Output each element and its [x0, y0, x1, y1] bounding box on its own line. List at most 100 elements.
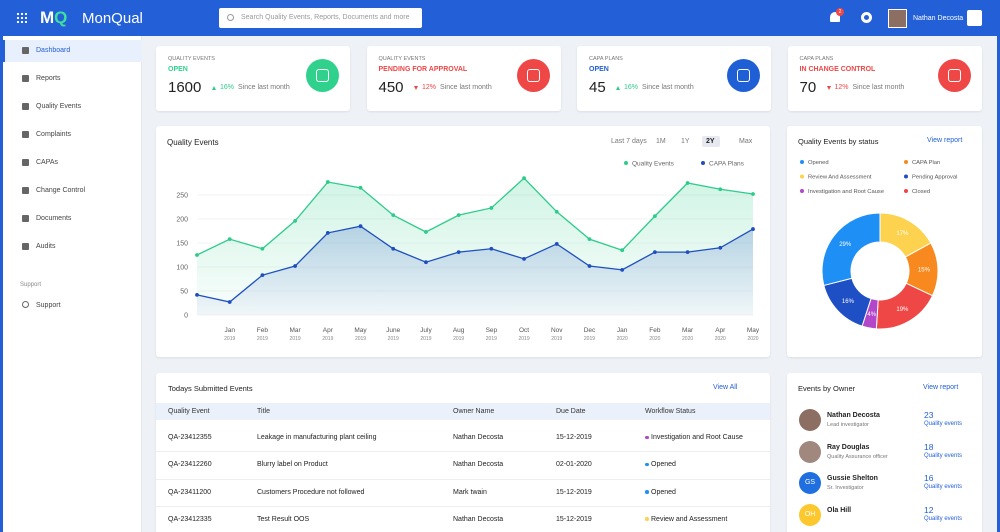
x-tick-label: July — [420, 327, 432, 334]
point — [358, 185, 363, 190]
nav-icon[interactable] — [22, 159, 29, 166]
owner-name: Nathan Decosta — [827, 412, 880, 419]
nav-icon[interactable] — [22, 301, 29, 308]
x-tick-year: 2019 — [453, 336, 464, 342]
owner-role: Quality Assurance officer — [827, 453, 888, 460]
cell: Test Result OOS — [257, 515, 310, 523]
slice-label: 29% — [839, 242, 852, 248]
settings[interactable] — [861, 12, 872, 23]
area — [197, 226, 753, 315]
nav-item[interactable]: Reports — [36, 75, 61, 82]
x-tick-year: 2019 — [420, 336, 431, 342]
cell: QA-23412355 — [168, 434, 212, 441]
point — [227, 237, 232, 242]
apps-icon[interactable] — [16, 12, 27, 23]
user-menu[interactable] — [967, 10, 982, 26]
owner-count: 16 — [924, 473, 934, 483]
owner-avatar — [799, 440, 821, 463]
x-tick-label: May — [747, 327, 760, 334]
y-tick-label: 50 — [180, 289, 188, 296]
user-name[interactable]: Nathan Decosta — [913, 15, 964, 22]
kpi-value: 45 — [589, 79, 606, 96]
nav-icon[interactable] — [22, 103, 29, 110]
nav-icon[interactable] — [22, 243, 29, 250]
status-dot — [645, 462, 649, 467]
nav-item[interactable]: Audits — [36, 243, 56, 250]
nav-item[interactable]: Change Control — [36, 187, 86, 194]
nav-icon[interactable] — [22, 187, 29, 194]
point — [260, 273, 265, 278]
point — [587, 237, 592, 242]
slice-label: 4% — [867, 312, 876, 318]
point — [685, 181, 690, 185]
view-report-link[interactable]: View report — [927, 137, 963, 144]
view-all-link[interactable]: View All — [713, 384, 738, 391]
point — [424, 230, 428, 234]
owner-role: Lead investigator — [827, 422, 869, 428]
range-button[interactable]: 2Y — [706, 138, 715, 145]
owner-name: Ray Douglas — [827, 443, 870, 451]
nav-item[interactable]: Complaints — [36, 131, 72, 138]
range-button[interactable]: 1Y — [681, 138, 690, 145]
nav-icon[interactable] — [22, 215, 29, 222]
point — [751, 192, 755, 196]
point — [620, 248, 625, 253]
column-header: Workflow Status — [645, 408, 696, 415]
legend-swatch — [904, 160, 908, 164]
owner-count: 18 — [924, 441, 934, 452]
kpi-status: OPEN — [168, 66, 188, 73]
nav-item[interactable]: CAPAs — [36, 159, 59, 166]
slice-label: 19% — [896, 307, 909, 313]
x-tick-label: Sep — [486, 327, 498, 334]
nav-section[interactable]: Support — [20, 282, 42, 288]
nav-icon[interactable] — [22, 47, 29, 54]
point — [652, 250, 657, 255]
notification-badge: 2 — [836, 8, 844, 16]
cell: QA-23412260 — [168, 461, 212, 469]
owner-unit: Quality events — [924, 452, 963, 459]
kpi-glyph — [526, 69, 540, 82]
nav-item[interactable]: Dashboard — [36, 47, 71, 54]
nav-item[interactable]: Documents — [36, 215, 72, 222]
legend-label: Pending Approval — [912, 175, 957, 181]
nav-item[interactable]: Quality Events — [36, 103, 82, 110]
point — [718, 245, 723, 250]
point — [391, 213, 396, 218]
point — [489, 206, 494, 210]
bell[interactable] — [830, 12, 840, 22]
kpi-change: 16% — [220, 84, 235, 91]
legend-swatch — [800, 160, 804, 164]
cell: Investigation and Root Cause — [651, 434, 743, 441]
x-tick-year: 2020 — [682, 336, 693, 342]
search[interactable]: Search Quality Events, Reports, Document… — [219, 8, 422, 28]
point — [195, 292, 199, 297]
x-tick-year: 2020 — [747, 336, 758, 342]
nav-icon[interactable] — [22, 131, 29, 138]
chart-card: Quality Events Last 7 days 1M 1Y 2Y Max 0 50 100… — [156, 126, 770, 357]
nav-item[interactable]: Support — [36, 302, 61, 309]
nav-active[interactable] — [3, 40, 142, 62]
range-button[interactable]: Last 7 days — [611, 138, 647, 145]
point — [424, 260, 428, 265]
range-button[interactable]: 1M — [656, 138, 666, 145]
line — [196, 225, 754, 303]
trend-arrow — [212, 86, 216, 90]
point — [358, 224, 363, 229]
kpi-label: QUALITY EVENTS — [378, 56, 426, 62]
range-button[interactable]: Max — [739, 138, 753, 145]
slice — [821, 212, 881, 287]
cell: 15-12-2019 — [556, 515, 592, 523]
nav-icon[interactable] — [22, 75, 29, 82]
slice-label: 16% — [842, 299, 855, 305]
search-icon — [227, 14, 234, 21]
view-report-link[interactable]: View report — [923, 384, 959, 391]
range-active[interactable] — [702, 136, 720, 147]
user-avatar — [888, 9, 907, 28]
x-tick-label: Apr — [715, 327, 726, 334]
x-tick-year: 2019 — [584, 336, 595, 342]
point — [620, 267, 625, 272]
kpi-label: CAPA PLANS — [799, 56, 834, 62]
row-divider — [156, 478, 770, 480]
y-tick-label: 0 — [184, 313, 188, 320]
